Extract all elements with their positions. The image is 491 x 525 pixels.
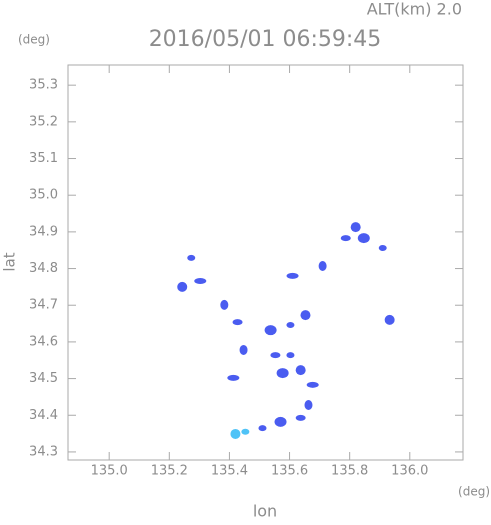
echo-blob	[286, 322, 295, 329]
y-tick-label: 35.1	[29, 151, 58, 166]
altitude-label: ALT(km) 2.0	[367, 0, 462, 19]
echo-blob	[187, 254, 196, 261]
echo-blob	[232, 319, 243, 326]
y-tick-label: 35.2	[29, 114, 58, 129]
x-tick-label: 135.4	[211, 464, 248, 479]
echo-blob	[258, 425, 267, 432]
y-axis-label: lat	[1, 252, 19, 271]
y-tick-label: 34.5	[29, 371, 58, 386]
echo-blob	[340, 235, 351, 242]
y-tick-label: 34.3	[29, 444, 58, 459]
echo-blob	[318, 260, 327, 271]
echo-blob	[378, 245, 387, 252]
y-unit: (deg)	[18, 33, 50, 47]
chart-title: 2016/05/01 06:59:45	[149, 27, 382, 52]
echo-blob	[264, 325, 277, 336]
x-axis-label: lon	[253, 502, 277, 521]
echo-blob	[227, 374, 240, 381]
echo-blob	[384, 314, 395, 325]
y-tick-label: 34.6	[29, 334, 58, 349]
echo-blob	[295, 365, 306, 376]
echo-blob	[286, 272, 299, 279]
echo-blob	[239, 344, 248, 355]
echo-blob	[300, 310, 311, 321]
x-unit: (deg)	[458, 485, 490, 499]
echo-blob	[241, 428, 250, 435]
y-tick-label: 34.8	[29, 261, 58, 276]
y-tick-label: 34.9	[29, 224, 58, 239]
x-tick-label: 135.8	[331, 464, 368, 479]
y-tick-label: 35.3	[29, 78, 58, 93]
echo-blob	[220, 299, 229, 310]
echo-blob	[194, 278, 207, 285]
echo-blob	[274, 416, 287, 427]
echo-blob	[350, 222, 361, 233]
echo-blob	[295, 414, 306, 421]
echo-blob	[276, 368, 289, 379]
echo-blob	[357, 233, 370, 244]
x-tick-label: 135.2	[151, 464, 188, 479]
echo-blob	[304, 399, 313, 410]
echo-blob	[286, 352, 295, 359]
echo-blob	[230, 428, 241, 439]
plot-frame	[67, 64, 464, 461]
y-tick-label: 34.7	[29, 298, 58, 313]
y-tick-label: 34.4	[29, 408, 58, 423]
x-tick-label: 135.0	[91, 464, 128, 479]
echo-blob	[177, 281, 188, 292]
echo-blob	[306, 381, 319, 388]
x-tick-label: 135.6	[271, 464, 308, 479]
x-tick-label: 136.0	[391, 464, 428, 479]
y-tick-label: 35.0	[29, 188, 58, 203]
echo-blob	[270, 352, 281, 359]
